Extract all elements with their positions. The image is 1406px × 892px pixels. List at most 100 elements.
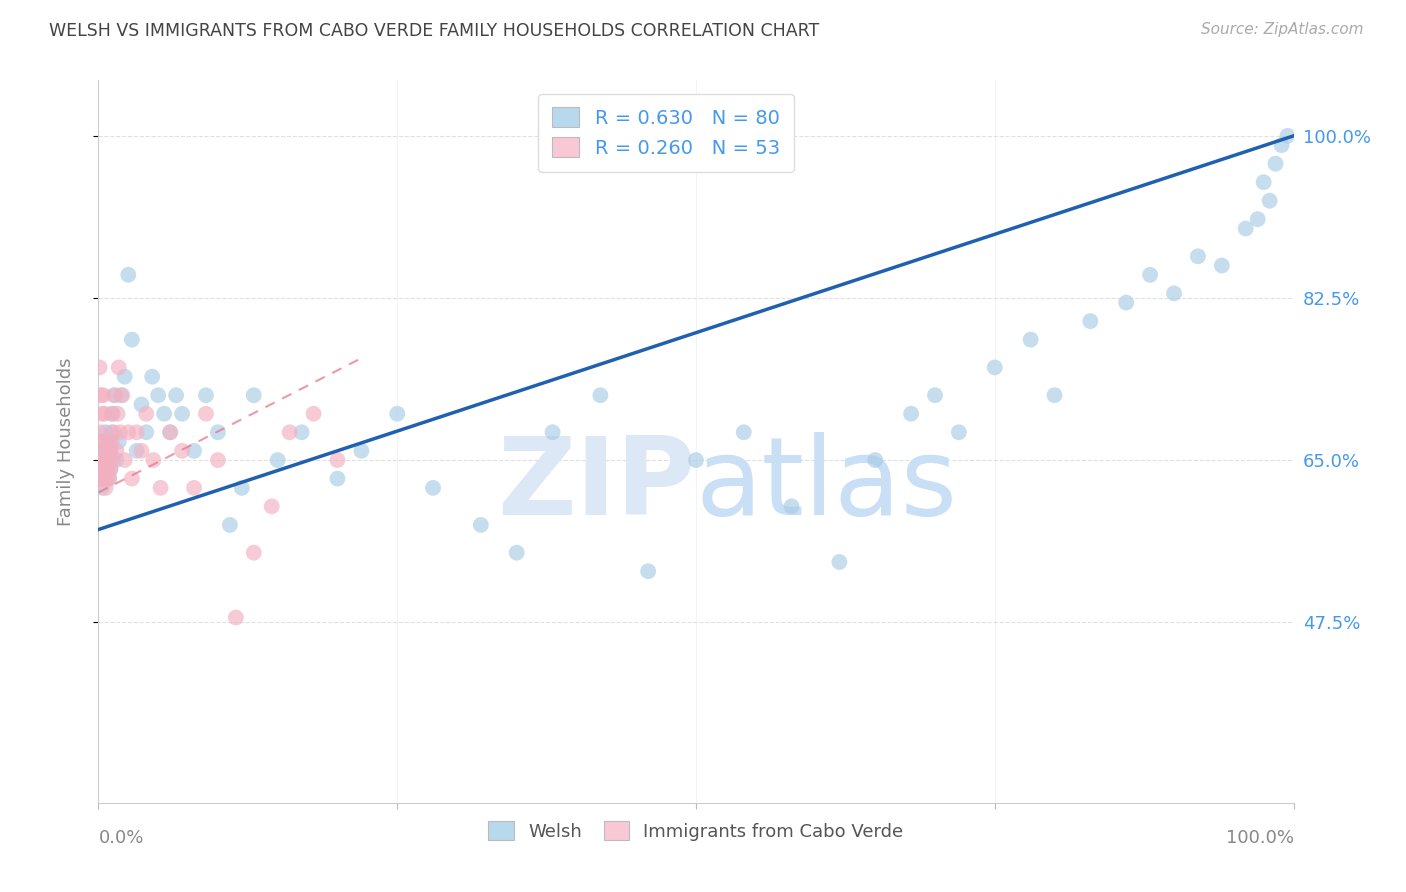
Point [91,434,114,449]
Point [149,481,172,495]
Point [506,546,529,560]
Point [1211,259,1233,273]
Point [104,388,127,402]
Point [93,462,115,476]
Y-axis label: Family Households: Family Households [56,358,75,525]
Point [541,425,564,440]
Point [98,472,121,486]
Point [780,500,803,514]
Point [865,453,887,467]
Point [350,443,373,458]
Point [110,388,132,402]
Point [165,388,187,402]
Point [98,443,122,458]
Text: 0.0%: 0.0% [98,829,143,847]
Point [733,425,755,440]
Point [117,268,139,282]
Point [100,407,122,421]
Point [1271,138,1294,153]
Point [231,481,253,495]
Point [97,443,120,458]
Point [98,443,122,458]
Point [89,443,111,458]
Point [98,462,122,476]
Point [924,388,946,402]
Point [114,453,136,467]
Point [100,425,122,440]
Legend: Welsh, Immigrants from Cabo Verde: Welsh, Immigrants from Cabo Verde [481,814,911,848]
Point [96,434,118,449]
Point [142,453,165,467]
Point [91,434,114,449]
Point [1234,221,1257,235]
Point [207,425,229,440]
Point [117,425,139,440]
Point [94,443,117,458]
Point [219,517,242,532]
Point [1163,286,1185,301]
Point [589,388,612,402]
Point [1019,333,1042,347]
Point [1258,194,1281,208]
Point [243,388,266,402]
Point [172,407,194,421]
Point [260,500,283,514]
Point [159,425,181,440]
Point [94,453,117,467]
Text: WELSH VS IMMIGRANTS FROM CABO VERDE FAMILY HOUSEHOLDS CORRELATION CHART: WELSH VS IMMIGRANTS FROM CABO VERDE FAMI… [49,22,820,40]
Point [98,453,121,467]
Point [385,407,409,421]
Point [98,434,121,449]
Point [470,517,492,532]
Point [97,462,120,476]
Point [302,407,325,421]
Point [195,388,218,402]
Point [97,453,120,467]
Point [105,443,128,458]
Point [422,481,444,495]
Point [91,462,114,476]
Point [195,407,218,421]
Point [243,546,266,560]
Point [637,564,659,578]
Point [107,360,129,375]
Point [90,462,112,476]
Point [105,453,128,467]
Point [91,453,114,467]
Point [94,481,117,495]
Point [131,397,153,411]
Point [1253,175,1275,189]
Point [183,443,205,458]
Point [107,407,129,421]
Point [141,369,163,384]
Point [148,388,170,402]
Point [1080,314,1102,328]
Point [90,453,112,467]
Point [90,425,112,440]
Point [1264,156,1286,170]
Point [91,472,114,486]
Point [100,434,122,449]
Point [90,388,112,402]
Point [98,462,122,476]
Point [91,407,114,421]
Point [91,481,114,495]
Point [125,443,148,458]
Point [101,453,124,467]
Point [900,407,922,421]
Point [948,425,970,440]
Point [131,443,153,458]
Point [135,425,157,440]
Point [326,472,349,486]
Text: ZIP: ZIP [498,432,696,538]
Point [153,407,176,421]
Point [326,453,349,467]
Point [96,453,118,467]
Point [101,407,124,421]
Point [103,425,125,440]
Point [1043,388,1066,402]
Point [278,425,301,440]
Point [89,360,111,375]
Text: atlas: atlas [696,432,957,538]
Point [125,425,148,440]
